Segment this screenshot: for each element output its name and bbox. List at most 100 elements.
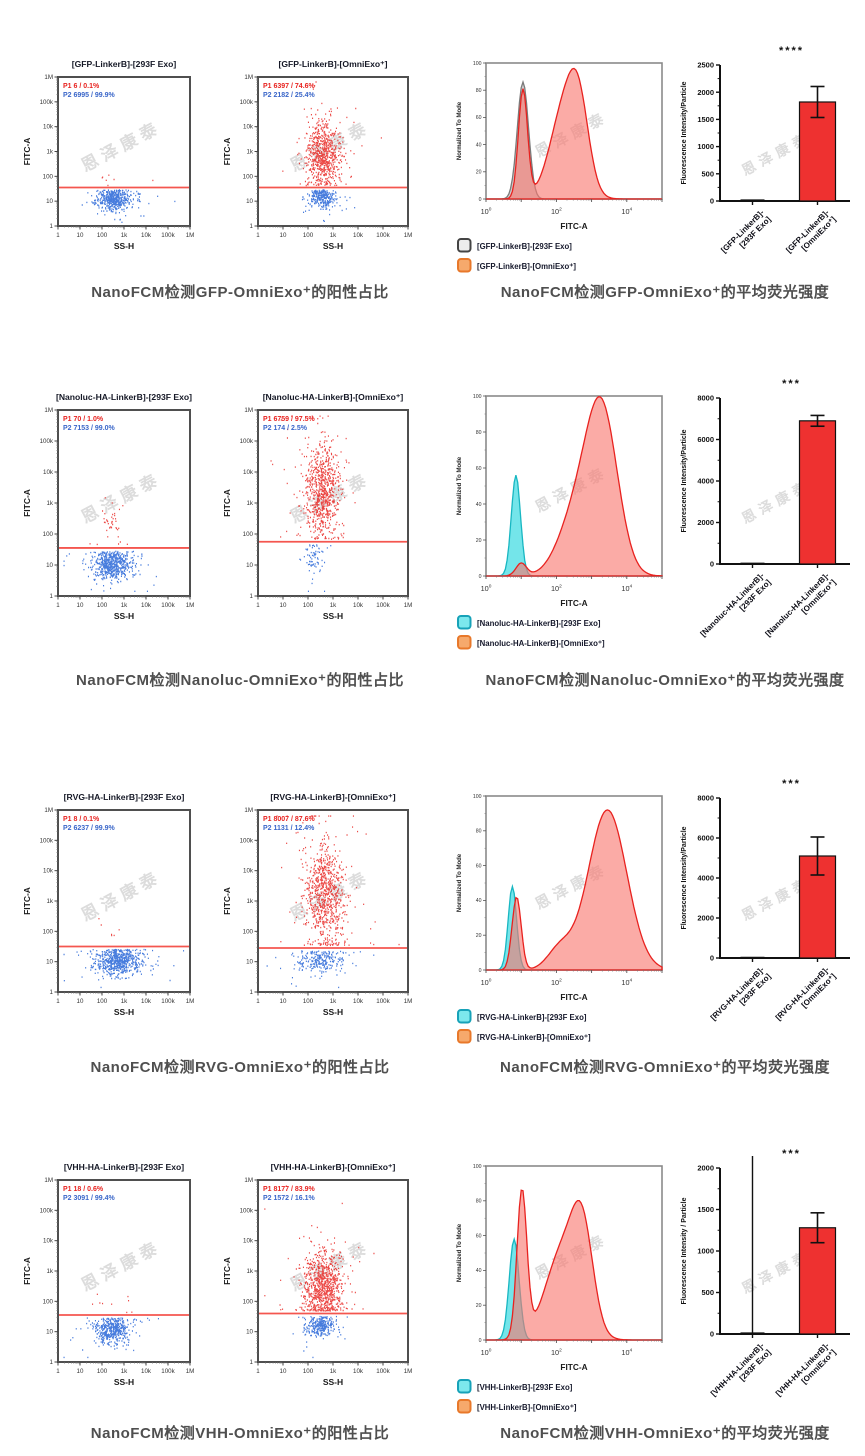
x-tick-label: 100	[97, 1368, 108, 1375]
x-tick-label: 100	[481, 1348, 492, 1358]
y-tick-label: 60	[476, 115, 482, 121]
x-tick-label: 102	[551, 1348, 562, 1358]
hist-curve-omniexo	[486, 1189, 662, 1341]
y-tick-label: 1M	[244, 74, 253, 81]
legend-label: [VHH-LinkerB]-[OmniExo⁺]	[477, 1403, 577, 1412]
y-tick-label: 0	[479, 197, 482, 203]
bar-category-label: [Nanoluc-HA-LinkerB]-[OmniExo⁺]	[764, 571, 838, 645]
y-tick-label: 1	[250, 593, 254, 600]
x-tick-label: 104	[621, 207, 632, 217]
x-tick-label: 1k	[121, 232, 128, 239]
y-tick-label: 100	[243, 531, 254, 538]
scatter-points-p2	[299, 544, 332, 592]
y-tick-label: 100	[243, 928, 254, 935]
x-axis-label: FITC-A	[560, 1362, 587, 1372]
significance-stars: ****	[779, 45, 804, 57]
scatter-points-p2	[266, 950, 375, 989]
y-tick-label: 20	[476, 1303, 482, 1309]
y-tick-label: 20	[476, 933, 482, 939]
x-tick-label: 10k	[353, 998, 364, 1005]
p1-stats: P1 6397 / 74.6%	[263, 83, 316, 90]
caption-mean-fluorescence: NanoFCM检测RVG-OmniExo⁺的平均荧光强度	[500, 1059, 830, 1076]
y-tick-label: 10	[46, 1329, 53, 1336]
x-tick-label: 10	[77, 232, 84, 239]
y-tick-label: 100	[473, 394, 482, 400]
significance-stars: ***	[782, 1148, 801, 1160]
scatter-plot-panel: [RVG-HA-LinkerB]-[OmniExo⁺] 11 10 10 100 100 1…	[222, 792, 412, 1017]
bar-category-label: [RVG-HA-LinkerB]-[293F Exo]	[709, 965, 773, 1029]
bar-category-label: [GFP-LinkerB]-[293F Exo]	[719, 208, 773, 262]
x-tick-label: 10k	[353, 232, 364, 239]
y-tick-label: 100k	[40, 438, 54, 445]
x-tick-label: 10k	[141, 232, 152, 239]
y-tick-label: 2500	[697, 61, 714, 70]
scatter-plot-panel: [VHH-HA-LinkerB]-[OmniExo⁺] 11 10 10 100 100 1…	[222, 1162, 412, 1387]
significance-stars: ***	[782, 378, 801, 390]
scatter-points-p1	[264, 1185, 375, 1312]
x-tick-label: 100	[303, 1368, 314, 1375]
x-tick-label: 104	[621, 584, 632, 594]
y-tick-label: 0	[479, 968, 482, 974]
y-tick-label: 100k	[240, 1207, 254, 1214]
y-tick-label: 2000	[697, 88, 714, 97]
x-tick-label: 10	[280, 602, 287, 609]
p2-stats: P2 2182 / 25.4%	[263, 92, 316, 99]
legend-swatch-control	[457, 238, 472, 253]
x-tick-label: 1M	[404, 232, 413, 239]
caption-positive-ratio: NanoFCM检测GFP-OmniExo⁺的阳性占比	[91, 284, 389, 301]
x-tick-label: 100k	[161, 232, 175, 239]
p2-stats: P2 6237 / 99.9%	[63, 825, 116, 832]
scatter-title: [GFP-LinkerB]-[OmniExo⁺]	[278, 59, 387, 69]
y-tick-label: 100	[43, 928, 54, 935]
x-tick-label: 1	[256, 232, 260, 239]
scatter-plot-panel: [Nanoluc-HA-LinkerB]-[293F Exo] 11 10 10 100…	[22, 392, 194, 621]
bar-chart-panel: *** 0 2000 4000 6000 8000 Fluorescence Intensi…	[681, 378, 850, 645]
y-tick-label: 80	[476, 1199, 482, 1205]
y-tick-label: 100k	[40, 837, 54, 844]
caption-positive-ratio: NanoFCM检测RVG-OmniExo⁺的阳性占比	[90, 1059, 390, 1076]
y-tick-label: 10	[246, 562, 253, 569]
scatter-points-p2	[81, 189, 176, 223]
x-tick-label: 100k	[161, 1368, 175, 1375]
y-tick-label: 10k	[43, 1238, 54, 1245]
y-tick-label: 1	[50, 989, 54, 996]
x-tick-label: 100	[97, 998, 108, 1005]
x-tick-label: 100k	[161, 998, 175, 1005]
y-tick-label: 1k	[246, 898, 253, 905]
p1-stats: P1 8 / 0.1%	[63, 816, 100, 823]
x-tick-label: 1k	[330, 998, 337, 1005]
y-tick-label: 1000	[697, 1247, 714, 1256]
y-axis-label: FITC-A	[22, 1257, 32, 1285]
significance-stars: ***	[782, 778, 801, 790]
scatter-points-p2	[301, 189, 356, 222]
p2-stats: P2 1131 / 12.4%	[263, 825, 315, 832]
x-tick-label: 1k	[330, 602, 337, 609]
y-axis-label: FITC-A	[22, 887, 32, 915]
x-tick-label: 10k	[141, 602, 152, 609]
x-tick-label: 10	[280, 232, 287, 239]
y-tick-label: 10	[246, 1329, 253, 1336]
y-tick-label: 1M	[244, 807, 253, 814]
y-tick-label: 100	[243, 173, 254, 180]
scatter-points-p2	[63, 550, 157, 592]
y-tick-label: 10k	[243, 868, 254, 875]
scatter-points-p1	[276, 815, 400, 947]
bar-category-label: [GFP-LinkerB]-[OmniExo⁺]	[784, 208, 838, 262]
y-tick-label: 10	[246, 198, 253, 205]
y-tick-label: 1000	[697, 142, 714, 151]
y-axis-label: FITC-A	[222, 887, 232, 915]
y-tick-label: 1M	[44, 1177, 53, 1184]
y-tick-label: 10k	[243, 124, 254, 131]
bar-chart-panel: *** 0 2000 4000 6000 8000 Fluorescence Intensi…	[681, 778, 850, 1029]
x-axis-label: FITC-A	[560, 992, 587, 1002]
legend-label: [RVG-HA-LinkerB]-[OmniExo⁺]	[477, 1033, 591, 1042]
y-tick-label: 0	[710, 1330, 714, 1339]
y-axis-label: Fluorescence Intensity/Particle	[681, 429, 688, 532]
y-tick-label: 60	[476, 863, 482, 869]
bar	[798, 420, 837, 565]
y-tick-label: 500	[701, 169, 714, 178]
scatter-points-p1	[101, 174, 154, 187]
x-tick-label: 1	[256, 1368, 260, 1375]
p2-stats: P2 6995 / 99.9%	[63, 92, 116, 99]
